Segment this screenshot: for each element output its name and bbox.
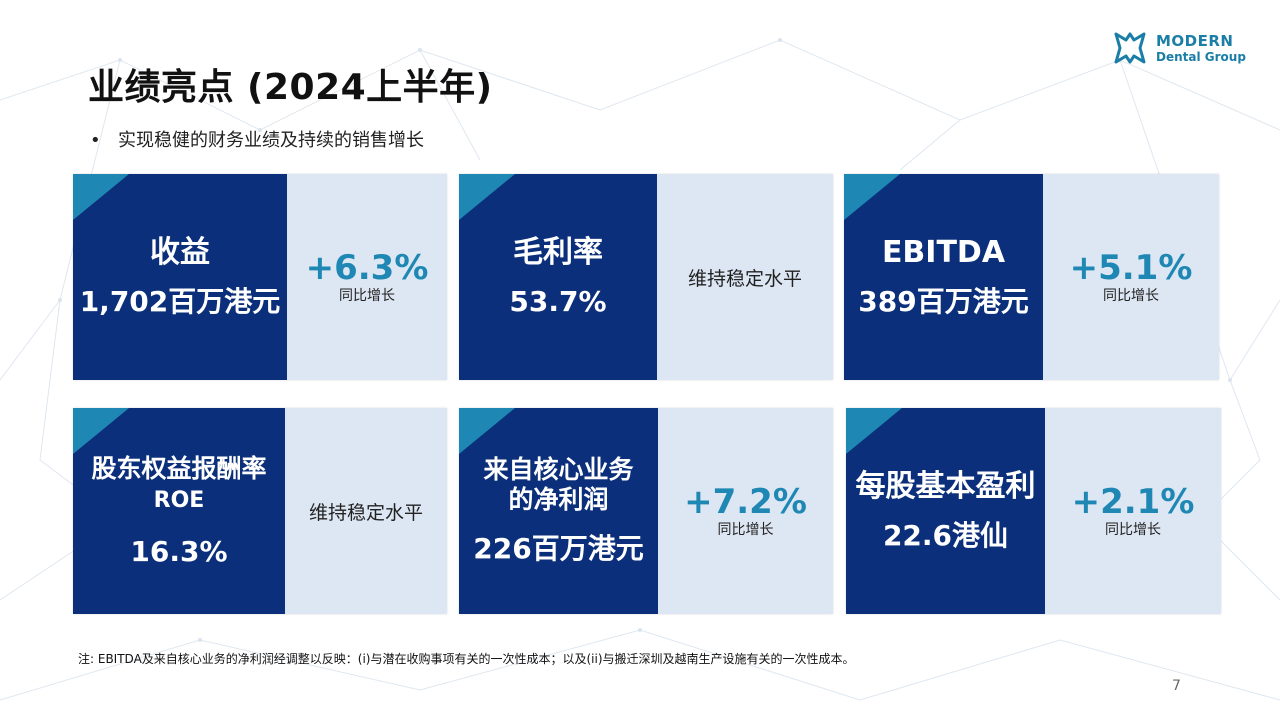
corner-accent bbox=[73, 174, 129, 220]
kpi-label-line2: 的净利润 bbox=[508, 485, 609, 514]
bullet-icon: • bbox=[90, 130, 101, 151]
corner-accent bbox=[459, 174, 515, 220]
kpi-label: 收益 bbox=[150, 235, 210, 270]
kpi-card-side: 维持稳定水平 bbox=[657, 174, 833, 380]
company-logo: MODERN Dental Group bbox=[1112, 30, 1252, 70]
kpi-value: 22.6港仙 bbox=[882, 519, 1009, 552]
kpi-label: 毛利率 bbox=[513, 235, 603, 270]
kpi-card-roe: 股东权益报酬率 ROE 16.3% 维持稳定水平 bbox=[73, 408, 447, 614]
kpi-change: +6.3% bbox=[305, 248, 429, 288]
kpi-label-line2: ROE bbox=[153, 488, 205, 513]
kpi-label: 每股基本盈利 bbox=[855, 469, 1036, 504]
kpi-card-side: +2.1% 同比增长 bbox=[1045, 408, 1221, 614]
kpi-change-note: 同比增长 bbox=[1103, 288, 1159, 304]
kpi-change: +5.1% bbox=[1069, 248, 1193, 288]
kpi-status: 维持稳定水平 bbox=[308, 501, 423, 524]
kpi-value: 53.7% bbox=[509, 285, 607, 318]
corner-accent bbox=[844, 174, 900, 220]
kpi-value: 1,702百万港元 bbox=[79, 285, 281, 318]
kpi-card-side: +5.1% 同比增长 bbox=[1043, 174, 1219, 380]
kpi-value: 389百万港元 bbox=[858, 285, 1029, 318]
footnote: 注: EBITDA及来自核心业务的净利润经调整以反映：(i)与潜在收购事项有关的… bbox=[78, 652, 855, 666]
bullet-text: 实现稳健的财务业绩及持续的销售增长 bbox=[118, 130, 424, 151]
kpi-card-basic-eps: 每股基本盈利 22.6港仙 +2.1% 同比增长 bbox=[846, 408, 1221, 614]
kpi-card-side: 维持稳定水平 bbox=[285, 408, 447, 614]
kpi-label: EBITDA bbox=[881, 235, 1006, 270]
kpi-card-ebitda: EBITDA 389百万港元 +5.1% 同比增长 bbox=[844, 174, 1219, 380]
kpi-card-core-net-profit: 来自核心业务 的净利润 226百万港元 +7.2% 同比增长 bbox=[459, 408, 833, 614]
kpi-card-main: 每股基本盈利 22.6港仙 bbox=[846, 408, 1045, 614]
logo-line1: MODERN bbox=[1156, 32, 1234, 50]
kpi-card-main: 毛利率 53.7% bbox=[459, 174, 657, 380]
kpi-value: 226百万港元 bbox=[473, 532, 644, 565]
kpi-status: 维持稳定水平 bbox=[687, 267, 802, 290]
page-title: 业绩亮点 (2024上半年) bbox=[88, 67, 493, 108]
corner-accent bbox=[459, 408, 515, 454]
kpi-change: +2.1% bbox=[1071, 482, 1195, 522]
kpi-change-note: 同比增长 bbox=[717, 522, 774, 538]
logo-line2: Dental Group bbox=[1156, 50, 1246, 64]
kpi-card-main: 来自核心业务 的净利润 226百万港元 bbox=[459, 408, 658, 614]
kpi-value: 16.3% bbox=[130, 535, 228, 568]
kpi-label-line1: 股东权益报酬率 bbox=[91, 454, 267, 483]
kpi-card-main: 股东权益报酬率 ROE 16.3% bbox=[73, 408, 285, 614]
kpi-change-note: 同比增长 bbox=[1105, 522, 1161, 538]
corner-accent bbox=[846, 408, 902, 454]
page-number: 7 bbox=[1172, 678, 1181, 694]
kpi-card-revenue: 收益 1,702百万港元 +6.3% 同比增长 bbox=[73, 174, 447, 380]
kpi-card-main: 收益 1,702百万港元 bbox=[73, 174, 287, 380]
kpi-label-line1: 来自核心业务 bbox=[483, 455, 634, 484]
kpi-card-side: +7.2% 同比增长 bbox=[658, 408, 833, 614]
kpi-card-side: +6.3% 同比增长 bbox=[287, 174, 447, 380]
kpi-change: +7.2% bbox=[684, 482, 807, 522]
tooth-icon bbox=[1114, 32, 1146, 64]
kpi-card-main: EBITDA 389百万港元 bbox=[844, 174, 1043, 380]
corner-accent bbox=[73, 408, 129, 454]
bullet-item: • 实现稳健的财务业绩及持续的销售增长 bbox=[90, 126, 424, 152]
kpi-change-note: 同比增长 bbox=[339, 288, 395, 304]
kpi-card-gross-margin: 毛利率 53.7% 维持稳定水平 bbox=[459, 174, 833, 380]
